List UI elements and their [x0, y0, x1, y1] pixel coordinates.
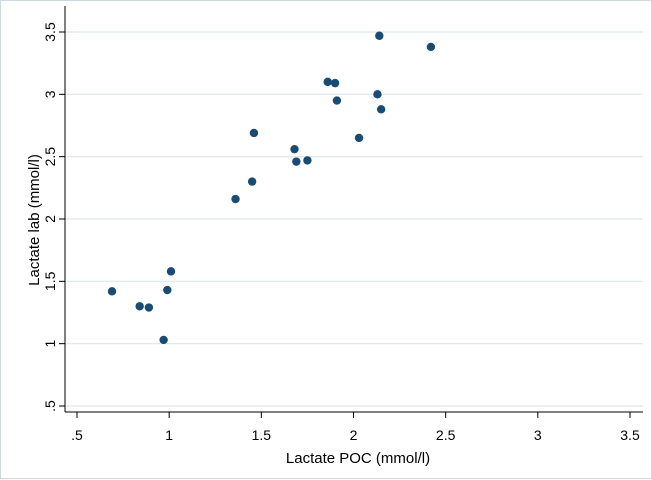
- data-point: [159, 335, 168, 345]
- x-tick-label: 3: [534, 427, 542, 443]
- x-tick-label: 1: [165, 427, 173, 443]
- points-layer: [107, 31, 436, 345]
- y-tick-label: .5: [42, 400, 58, 412]
- data-point: [303, 156, 312, 165]
- data-point: [375, 31, 384, 40]
- data-point: [166, 267, 176, 276]
- data-point: [231, 194, 240, 204]
- y-tick-label: 3: [42, 90, 58, 98]
- y-tick-label: 1: [42, 340, 58, 348]
- data-point: [376, 105, 386, 114]
- y-tick-label: 2: [42, 215, 58, 223]
- data-point: [330, 78, 340, 88]
- data-point: [247, 177, 257, 186]
- data-point: [354, 133, 364, 143]
- data-point: [290, 144, 299, 154]
- y-axis-title: Lactate lab (mmol/l): [26, 154, 43, 286]
- x-tick-label: 1.5: [252, 427, 272, 443]
- x-tick-label: 2.5: [436, 427, 456, 443]
- axes-layer: [64, 6, 643, 413]
- y-tick-label: 1.5: [42, 271, 58, 291]
- x-tick-label: 3.5: [620, 427, 640, 443]
- y-tick-label: 3.5: [42, 22, 58, 42]
- data-point: [373, 90, 382, 99]
- x-tick-label: .5: [71, 427, 83, 443]
- data-point: [292, 157, 301, 166]
- y-tick-label: 2.5: [42, 147, 58, 167]
- grid-layer: [65, 31, 643, 407]
- x-axis-title: Lactate POC (mmol/l): [286, 450, 430, 467]
- data-point: [135, 302, 144, 311]
- x-tick-label: 2: [350, 427, 358, 443]
- ticks-layer: .5 1 1.5 2 2.5 3 3.5 .5 1 1.5 2 2.5 3 3.5: [42, 22, 640, 443]
- data-point: [426, 42, 436, 52]
- data-point: [163, 285, 172, 295]
- data-point: [144, 303, 154, 312]
- data-point: [107, 287, 117, 296]
- data-point: [332, 96, 342, 105]
- data-point: [323, 77, 332, 87]
- data-point: [249, 128, 259, 138]
